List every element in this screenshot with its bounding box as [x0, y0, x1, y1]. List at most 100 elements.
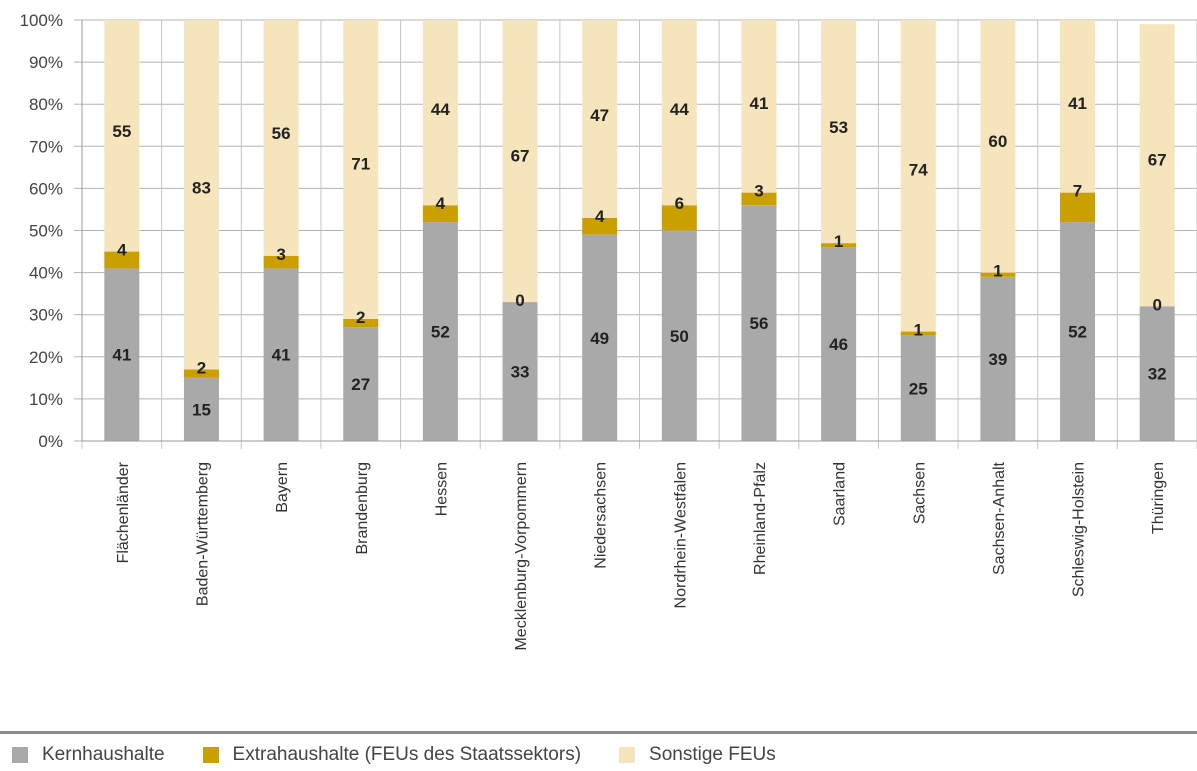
- data-label: 71: [351, 154, 370, 173]
- bars: [104, 20, 1175, 441]
- data-label: 1: [834, 232, 843, 251]
- bar-segment: [104, 20, 140, 252]
- data-label: 56: [272, 124, 291, 143]
- bar-segment: [741, 20, 777, 193]
- x-tick-label: Brandenburg: [354, 462, 371, 555]
- data-label: 3: [276, 245, 285, 264]
- bar-segment: [741, 205, 777, 441]
- x-tick-label: Sachsen: [911, 462, 928, 524]
- gridlines: [81, 19, 1197, 449]
- data-label: 2: [197, 358, 206, 377]
- x-tick-label: Thüringen: [1150, 462, 1167, 534]
- x-tick-label: Sachsen-Anhalt: [991, 461, 1008, 575]
- data-label: 74: [909, 161, 928, 180]
- bar-segment: [582, 20, 618, 218]
- x-tick-label: Niedersachsen: [593, 462, 610, 569]
- bar-segment: [502, 302, 538, 441]
- legend-label-sonstige-feus: Sonstige FEUs: [649, 744, 776, 765]
- x-tick-label: Bayern: [274, 462, 291, 513]
- bar-segment: [661, 230, 697, 441]
- data-label: 46: [829, 335, 848, 354]
- bar-segment: [1139, 24, 1175, 307]
- data-label: 15: [192, 400, 211, 419]
- bar-segment: [661, 205, 697, 231]
- legend-item-kernhaushalte: Kernhaushalte: [12, 744, 165, 766]
- bar-segment: [900, 335, 936, 441]
- bar-segment: [422, 20, 458, 206]
- data-label: 52: [431, 323, 450, 342]
- bar-segment: [900, 331, 936, 336]
- data-label: 4: [595, 207, 605, 226]
- bar-segment: [1060, 192, 1096, 223]
- bar-segment: [661, 20, 697, 206]
- y-tick-label: 40%: [29, 264, 63, 283]
- legend-label-kernhaushalte: Kernhaushalte: [42, 744, 165, 765]
- x-tick-label: Mecklenburg-Vorpommern: [513, 462, 530, 651]
- y-tick-label: 70%: [29, 137, 63, 156]
- data-label: 0: [515, 291, 524, 310]
- legend-item-extrahaushalte: Extrahaushalte (FEUs des Staatssektors): [202, 744, 582, 766]
- legend-label-extrahaushalte: Extrahaushalte (FEUs des Staatssektors): [232, 744, 582, 765]
- bar-segment: [263, 255, 299, 269]
- data-label: 67: [1148, 151, 1167, 170]
- data-label: 3: [754, 182, 763, 201]
- data-label: 49: [590, 329, 609, 348]
- y-tick-label: 100%: [20, 11, 63, 30]
- bar-segment: [104, 251, 140, 269]
- x-tick-label: Rheinland-Pfalz: [752, 462, 769, 575]
- y-tick-label: 10%: [29, 390, 63, 409]
- x-tick-label: Flächenländer: [115, 461, 132, 563]
- data-label: 67: [511, 146, 530, 165]
- stacked-bar-chart: 0% 10% 20% 30% 40% 50% 60% 70% 80% 90% 100% Flächen…: [20, 11, 1197, 651]
- data-label: 44: [431, 100, 450, 119]
- data-label: 27: [351, 375, 370, 394]
- bar-segment: [980, 276, 1016, 441]
- bar-segment: [343, 20, 379, 319]
- bar-segment: [183, 20, 219, 370]
- bar-segment: [1060, 20, 1096, 193]
- data-label: 7: [1073, 182, 1082, 201]
- data-label: 52: [1068, 323, 1087, 342]
- bar-segment: [104, 268, 140, 441]
- data-label: 0: [1152, 295, 1161, 314]
- data-label: 1: [914, 321, 923, 340]
- data-label: 32: [1148, 365, 1167, 384]
- bar-segment: [821, 247, 857, 441]
- y-tick-label: 80%: [29, 95, 63, 114]
- data-label: 41: [750, 94, 769, 113]
- bar-segment: [502, 20, 538, 303]
- value-labels: 4145515283413562727152444330674944750644…: [112, 94, 1166, 420]
- data-label: 41: [112, 346, 131, 365]
- data-label: 41: [272, 346, 291, 365]
- data-label: 55: [112, 122, 131, 141]
- x-tick-label: Hessen: [433, 462, 450, 516]
- data-label: 47: [590, 106, 609, 125]
- data-label: 83: [192, 179, 211, 198]
- data-label: 60: [988, 132, 1007, 151]
- data-label: 56: [750, 314, 769, 333]
- data-label: 44: [670, 100, 689, 119]
- data-label: 4: [117, 241, 127, 260]
- bar-segment: [1139, 306, 1175, 441]
- data-label: 39: [988, 350, 1007, 369]
- bar-segment: [422, 205, 458, 223]
- data-label: 4: [436, 194, 446, 213]
- x-tick-label: Schleswig-Holstein: [1071, 462, 1088, 597]
- legend: Kernhaushalte Extrahaushalte (FEUs des S…: [12, 742, 814, 768]
- legend-divider: [0, 731, 1197, 734]
- x-tick-label: Saarland: [832, 462, 849, 526]
- bar-segment: [821, 243, 857, 248]
- y-tick-label: 0%: [38, 432, 63, 451]
- data-label: 6: [675, 194, 684, 213]
- data-label: 33: [511, 363, 530, 382]
- y-tick-label: 60%: [29, 179, 63, 198]
- x-tick-label: Nordrhein-Westfalen: [672, 462, 689, 608]
- bar-segment: [263, 268, 299, 441]
- y-tick-label: 90%: [29, 53, 63, 72]
- y-tick-label: 50%: [29, 222, 63, 241]
- bar-segment: [821, 20, 857, 244]
- bar-segment: [582, 217, 618, 235]
- data-label: 1: [993, 262, 1002, 281]
- y-tick-label: 30%: [29, 306, 63, 325]
- bar-segment: [183, 377, 219, 441]
